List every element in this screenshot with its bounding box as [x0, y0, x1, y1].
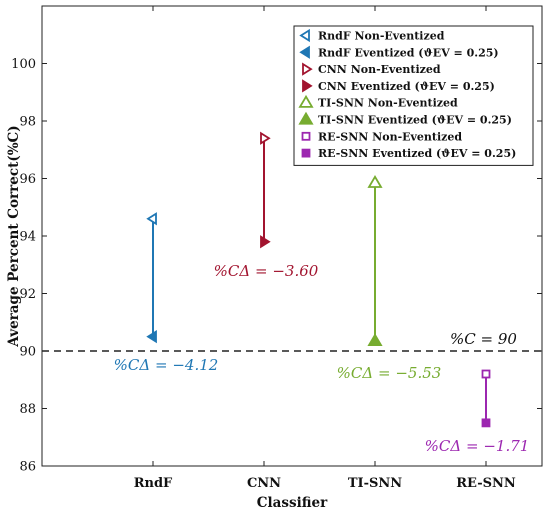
legend-label-rndf-ev: RndF Eventized (ϑEV = 0.25) [318, 46, 499, 59]
y-tick-label: 94 [19, 230, 36, 245]
marker-non-eventized-tisnn [367, 175, 383, 188]
legend-marker-cnn-non [302, 62, 313, 76]
marker-eventized-rndf [146, 330, 157, 344]
x-tick-label: CNN [247, 476, 281, 491]
legend-marker-rndf-ev [299, 45, 310, 59]
x-tick-label: TI-SNN [348, 476, 402, 491]
legend-marker-tisnn-non [298, 94, 314, 108]
legend-label-rndf-non: RndF Non-Eventized [318, 30, 445, 43]
delta-label-resnn: %CΔ = −1.71 [425, 437, 530, 455]
chart-marks: %CΔ = −4.12 %CΔ = −3.60 %CΔ = −5.53 %CΔ = −… [114, 131, 530, 455]
legend-marker-resnn-non [301, 131, 311, 141]
y-tick-label: 98 [19, 115, 36, 130]
legend-marker-rndf-non [299, 28, 310, 43]
marker-eventized-tisnn [367, 333, 383, 347]
legend: RndF Non-Eventized RndF Eventized (ϑEV = … [293, 25, 534, 166]
y-tick-label: 90 [19, 345, 36, 360]
y-tick-label: 86 [19, 460, 36, 475]
legend-box [293, 25, 534, 166]
legend-marker-tisnn-ev [298, 111, 314, 125]
marker-eventized-resnn [481, 418, 491, 428]
x-axis-title: Classifier [257, 495, 328, 511]
marker-non-eventized-cnn [260, 131, 271, 145]
x-tick-label: RndF [134, 476, 173, 491]
legend-marker-cnn-ev [302, 79, 313, 93]
reference-line-label: %C = 90 [450, 330, 517, 348]
y-tick-label: 92 [19, 287, 36, 302]
marker-eventized-cnn [260, 235, 271, 249]
marker-non-eventized-resnn [481, 369, 491, 379]
legend-label-tisnn-ev: TI-SNN Eventized (ϑEV = 0.25) [318, 114, 512, 127]
legend-marker-resnn-ev [301, 148, 311, 158]
marker-non-eventized-rndf [146, 212, 157, 226]
legend-label-cnn-ev: CNN Eventized (ϑEV = 0.25) [318, 80, 495, 93]
y-axis-title: Average Percent Correct(%C) [6, 125, 22, 347]
legend-label-tisnn-non: TI-SNN Non-Eventized [318, 97, 458, 110]
legend-label-resnn-non: RE-SNN Non-Eventized [318, 130, 462, 143]
legend-label-resnn-ev: RE-SNN Eventized (ϑEV = 0.25) [318, 147, 516, 160]
y-tick-label: 100 [11, 57, 36, 72]
axes: 86 88 90 92 94 96 98 100 RndF CNN TI-SNN RE-SNN Clas… [6, 5, 543, 511]
delta-label-tisnn: %CΔ = −5.53 [337, 364, 442, 382]
legend-label-cnn-non: CNN Non-Eventized [318, 63, 441, 76]
y-tick-label: 96 [19, 172, 36, 187]
delta-label-rndf: %CΔ = −4.12 [114, 356, 219, 374]
y-tick-label: 88 [19, 402, 36, 417]
x-tick-label: RE-SNN [456, 476, 516, 491]
delta-label-cnn: %CΔ = −3.60 [214, 262, 319, 280]
